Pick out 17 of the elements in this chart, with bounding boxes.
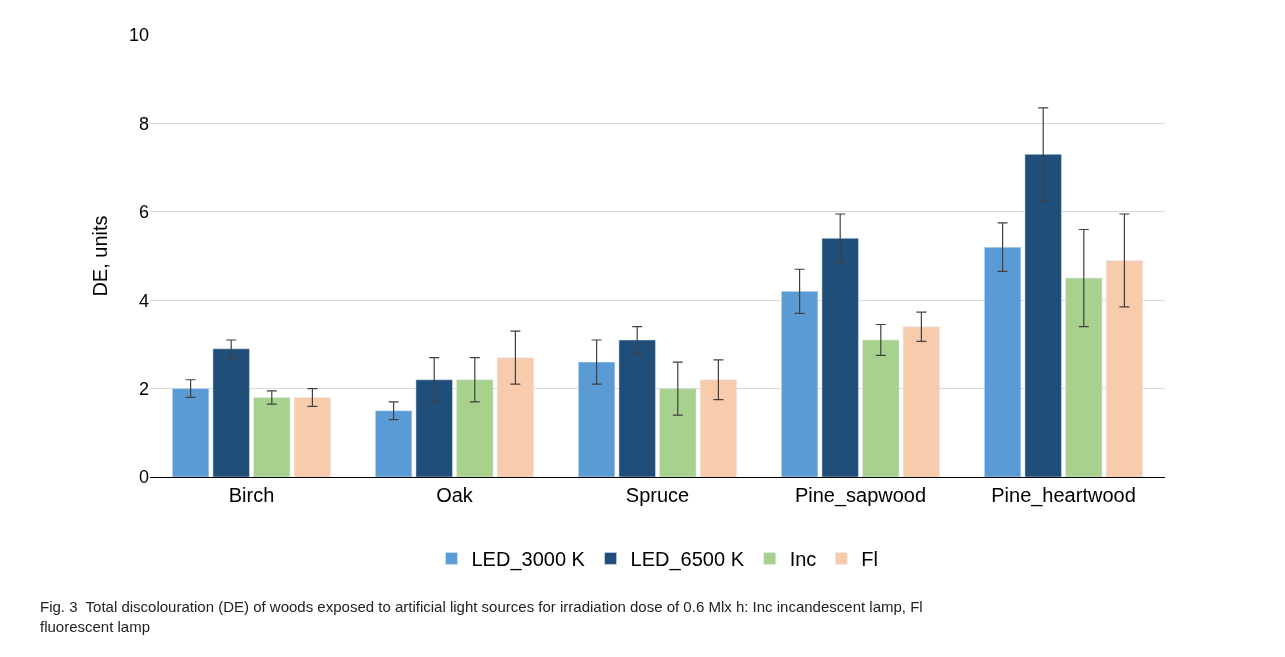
y-tick-label: 0: [138, 467, 149, 488]
legend-label: Fl: [861, 548, 879, 571]
x-tick-label: Pine_sapwood: [794, 484, 927, 507]
y-tick-label: 2: [138, 378, 149, 399]
x-tick-label: Oak: [436, 484, 474, 506]
legend-label: LED_3000 K: [471, 548, 586, 572]
x-tick-label: Spruce: [625, 484, 690, 506]
x-tick-label: Birch: [228, 484, 275, 506]
legend-label: LED_6500 K: [630, 548, 745, 572]
y-tick-label: 8: [138, 113, 149, 134]
y-tick-label: 10: [128, 25, 149, 46]
x-tick-label: Pine_heartwood: [991, 484, 1136, 507]
caption: Fig. 3 Total discolouration (DE) of woods exposed to artificial light sources for irradiation dose of 0.6 Mlx h: Inc incandescent lamp, Fl fluorescent lamp: [40, 598, 923, 635]
legend-label: Inc: [789, 548, 817, 571]
y-axis-title: DE, units: [89, 215, 112, 297]
y-tick-label: 4: [138, 290, 149, 311]
y-tick-label: 6: [138, 202, 149, 223]
